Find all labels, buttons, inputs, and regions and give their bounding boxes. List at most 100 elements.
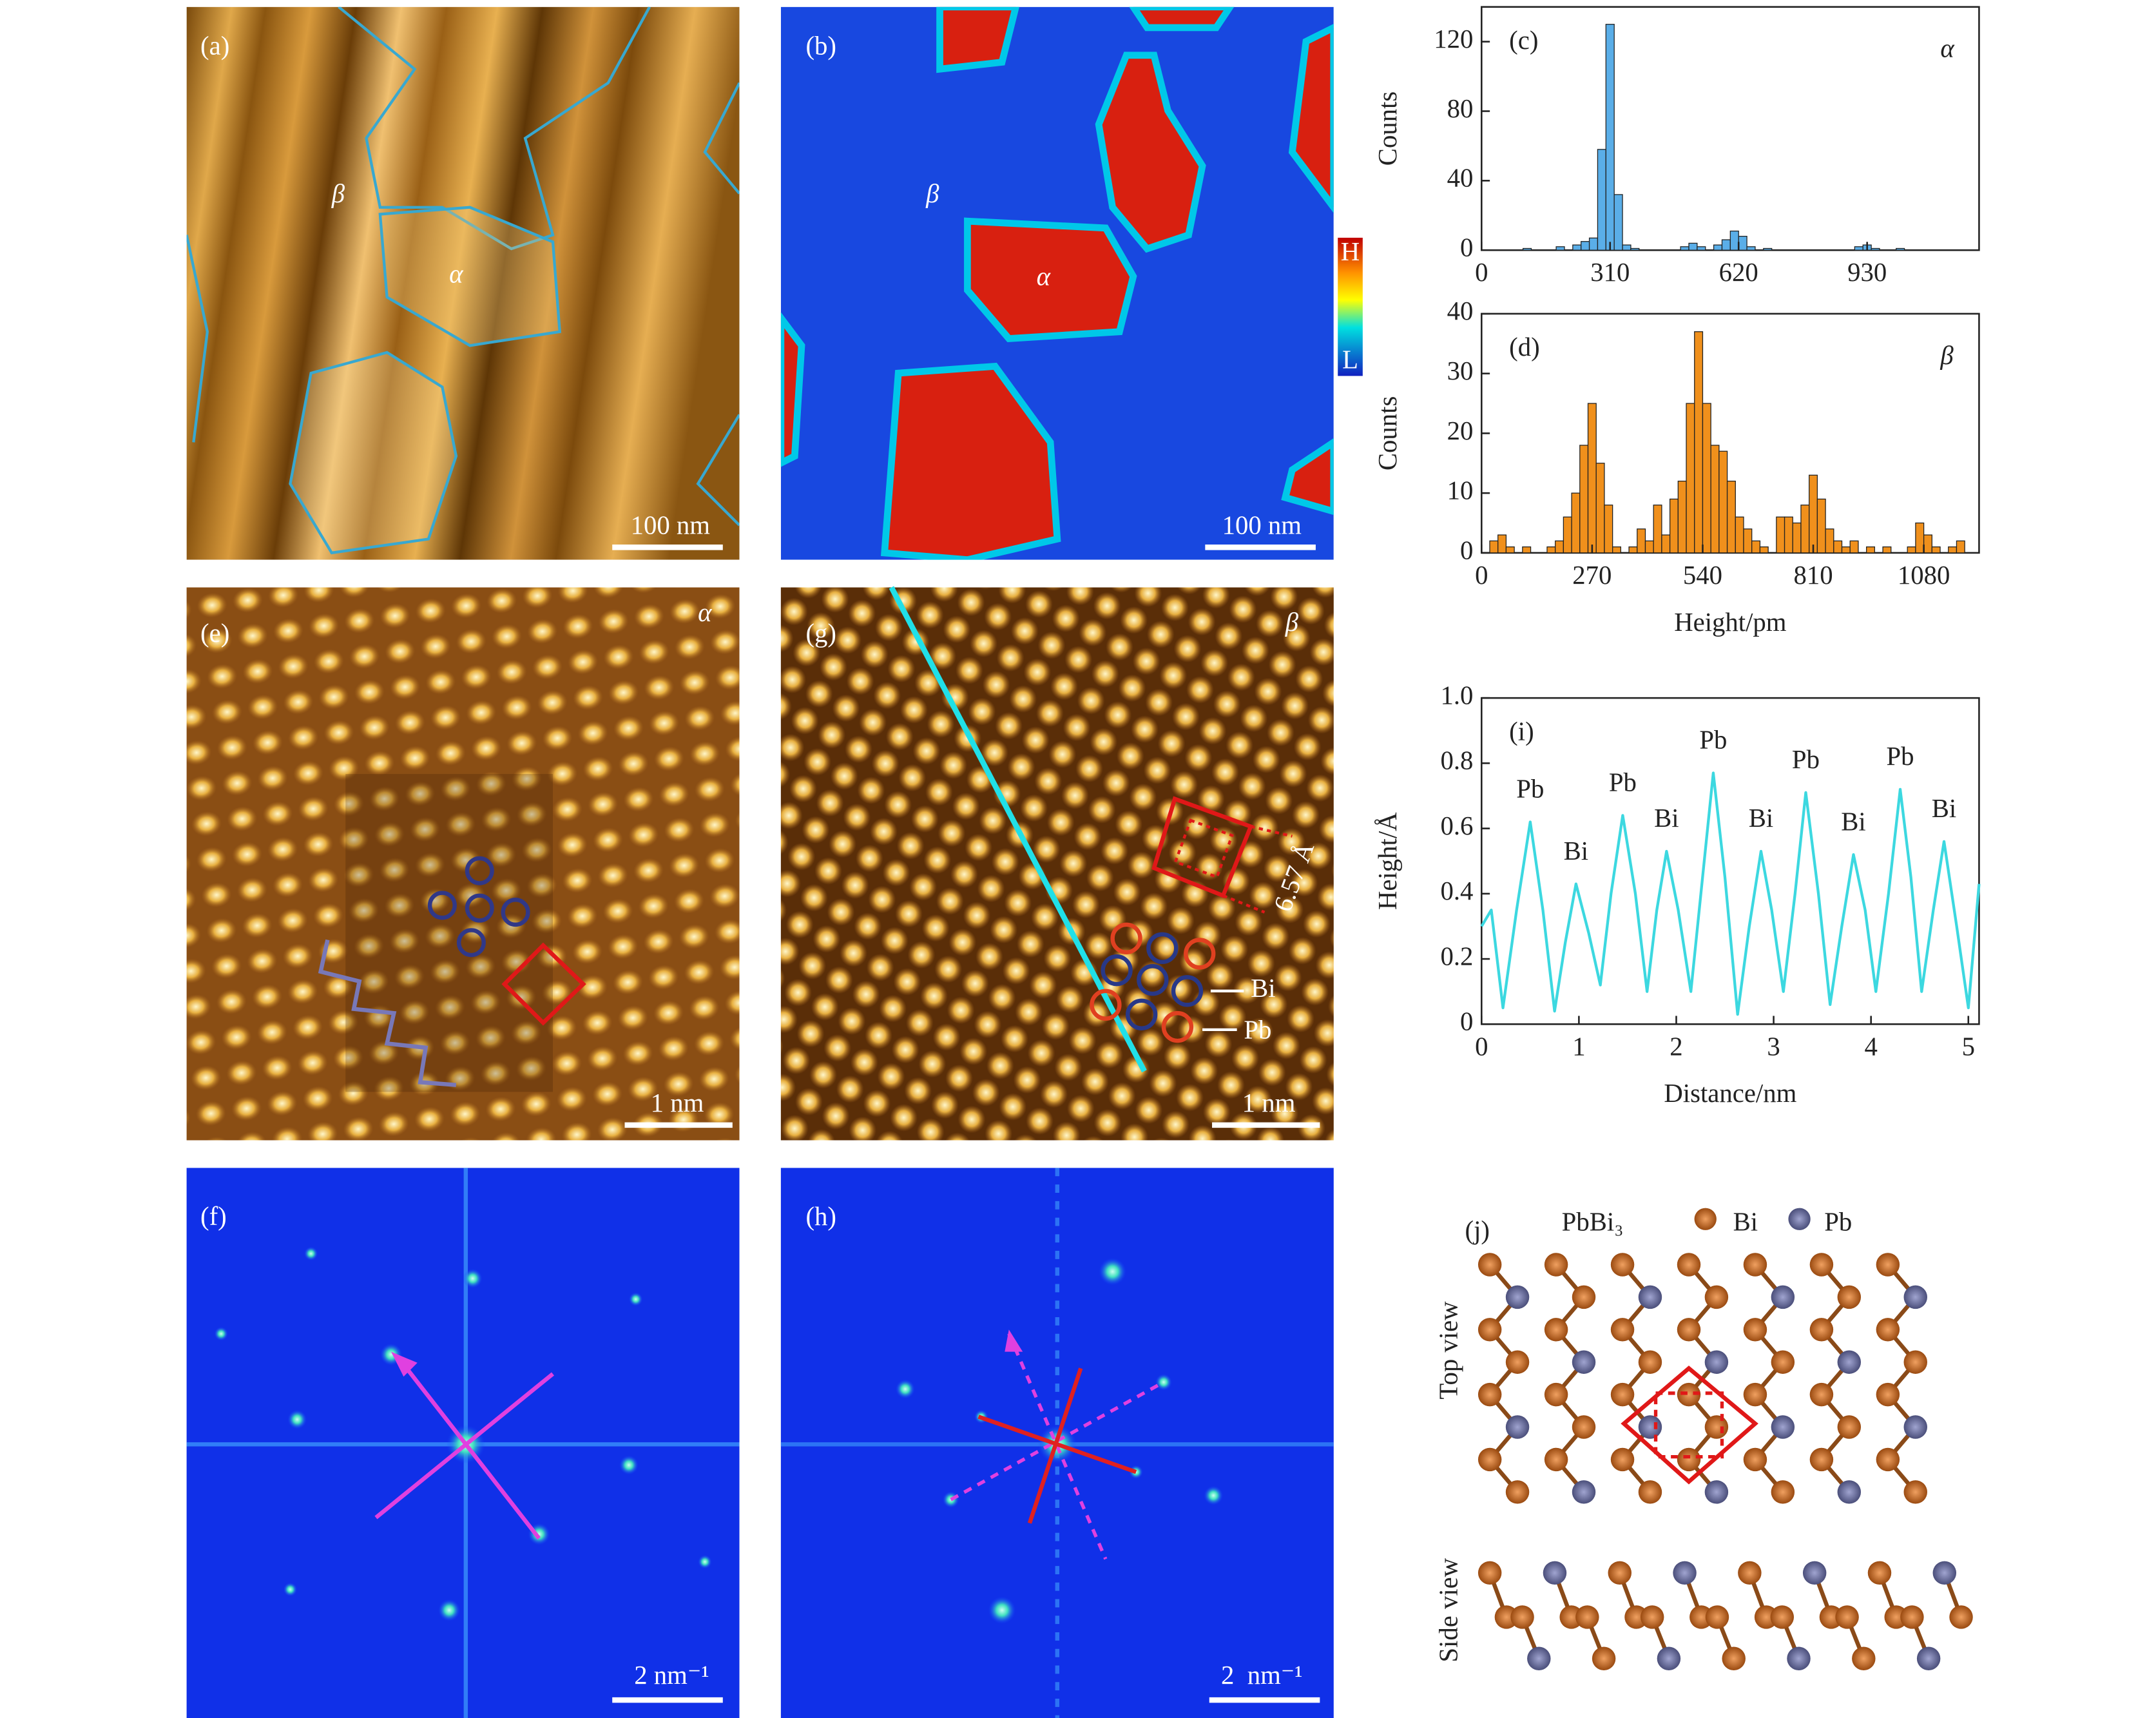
atom-marker [456, 928, 486, 958]
peak-label: Pb [1609, 768, 1637, 797]
atom-bi [1876, 1253, 1900, 1277]
bar [1854, 246, 1863, 251]
bar [1555, 246, 1565, 251]
atom-bi [1610, 1253, 1635, 1277]
arrowhead [391, 1351, 418, 1377]
atom-bi [1743, 1382, 1767, 1407]
bar [1588, 237, 1599, 251]
pb-marker [1090, 989, 1122, 1021]
atom-bi [1638, 1350, 1662, 1374]
scale-label: 100 nm [1222, 511, 1302, 540]
bar [1825, 528, 1834, 554]
scale-label: 1 nm [651, 1088, 704, 1117]
peak-label: Bi [1564, 836, 1589, 865]
bar [1612, 546, 1621, 554]
x-tick-label: 1 [1572, 1032, 1585, 1061]
bar [1721, 239, 1731, 251]
chain-marker [318, 939, 457, 1087]
atom-bi [1505, 1350, 1530, 1374]
scale-label: 2 nm⁻¹ [634, 1661, 709, 1690]
fft-spot [619, 1455, 639, 1475]
domain-outline [186, 235, 209, 443]
pb-marker [1161, 1010, 1194, 1043]
x-tick-label: 810 [1793, 561, 1833, 590]
panel-label: (g) [805, 619, 836, 648]
peak-label: Bi [1932, 794, 1957, 823]
domain-outline [338, 6, 651, 251]
fft-spot [438, 1599, 461, 1621]
atom-bi [1738, 1561, 1762, 1585]
scale-label: 100 nm [631, 511, 711, 540]
atom-label: Pb [1244, 1016, 1271, 1045]
bar [1841, 546, 1851, 554]
atom-pb [1505, 1285, 1530, 1309]
panel-a [186, 6, 740, 560]
atom-bi [1677, 1382, 1701, 1407]
scale-label: 1 nm [1242, 1088, 1296, 1117]
atom-pb [1673, 1561, 1697, 1585]
bar [1735, 516, 1744, 554]
bar [1597, 149, 1606, 251]
atom-bi [1704, 1415, 1729, 1439]
bar [1563, 516, 1572, 554]
atom-pb [1505, 1415, 1530, 1439]
fft-spot [988, 1596, 1016, 1625]
x-tick-label: 540 [1683, 561, 1722, 590]
atom-bi [1743, 1253, 1767, 1277]
alpha-domain [1288, 23, 1334, 213]
atom-pb [1572, 1350, 1596, 1374]
x-tick-label: 270 [1572, 561, 1612, 590]
panel-f [186, 1168, 740, 1718]
pb-marker [1184, 938, 1216, 970]
atom-bi [1610, 1447, 1635, 1472]
y-tick-label: 40 [1447, 296, 1474, 325]
bi-marker [1137, 964, 1169, 996]
atom-pb [1638, 1285, 1662, 1309]
atom-pb [1837, 1350, 1862, 1374]
atom-bi [1610, 1318, 1635, 1342]
atom-bi [1900, 1605, 1924, 1629]
bi-marker [1171, 975, 1204, 1007]
alpha-domain [1129, 6, 1235, 32]
atom-bi [1809, 1318, 1834, 1342]
atom-pb [1837, 1480, 1862, 1504]
atom-bi [1477, 1382, 1502, 1407]
atom-pb [1543, 1561, 1567, 1585]
bar [1882, 546, 1892, 554]
atom-bi [1610, 1382, 1635, 1407]
bar [1743, 528, 1753, 554]
bar [1613, 194, 1623, 251]
domain-label: β [1939, 341, 1954, 370]
y-tick-label: 20 [1447, 416, 1474, 445]
y-axis-label: Counts [1373, 92, 1402, 166]
bar [1931, 546, 1941, 554]
fft-spot [1099, 1257, 1127, 1286]
atom-bi [1876, 1447, 1900, 1472]
y-tick-label: 80 [1447, 94, 1474, 123]
bar [1522, 247, 1532, 251]
atom-bi [1809, 1447, 1834, 1472]
x-tick-label: 0 [1475, 1032, 1488, 1061]
bar [1644, 540, 1654, 554]
fft-spot [214, 1327, 228, 1341]
bar [1713, 244, 1723, 251]
bar [1622, 244, 1631, 251]
atom-pb [1771, 1285, 1795, 1309]
x-tick-label: 3 [1767, 1032, 1780, 1061]
panel-label: (b) [805, 31, 836, 60]
bi-marker [1101, 954, 1133, 987]
atom-pb [1527, 1646, 1551, 1671]
fft-spot [283, 1582, 298, 1597]
atom-bi [1592, 1646, 1616, 1671]
bar [1669, 498, 1679, 554]
bar [1688, 242, 1698, 251]
panel-label: (i) [1509, 717, 1534, 746]
atom-pb [1916, 1646, 1941, 1671]
bar [1816, 498, 1826, 554]
bar [1653, 505, 1662, 554]
scale-label: 2 nm⁻¹ [1221, 1661, 1303, 1690]
domain-outline [703, 82, 740, 195]
bar [1572, 244, 1582, 251]
domain-label: α [1037, 262, 1052, 291]
bar [1637, 528, 1646, 554]
